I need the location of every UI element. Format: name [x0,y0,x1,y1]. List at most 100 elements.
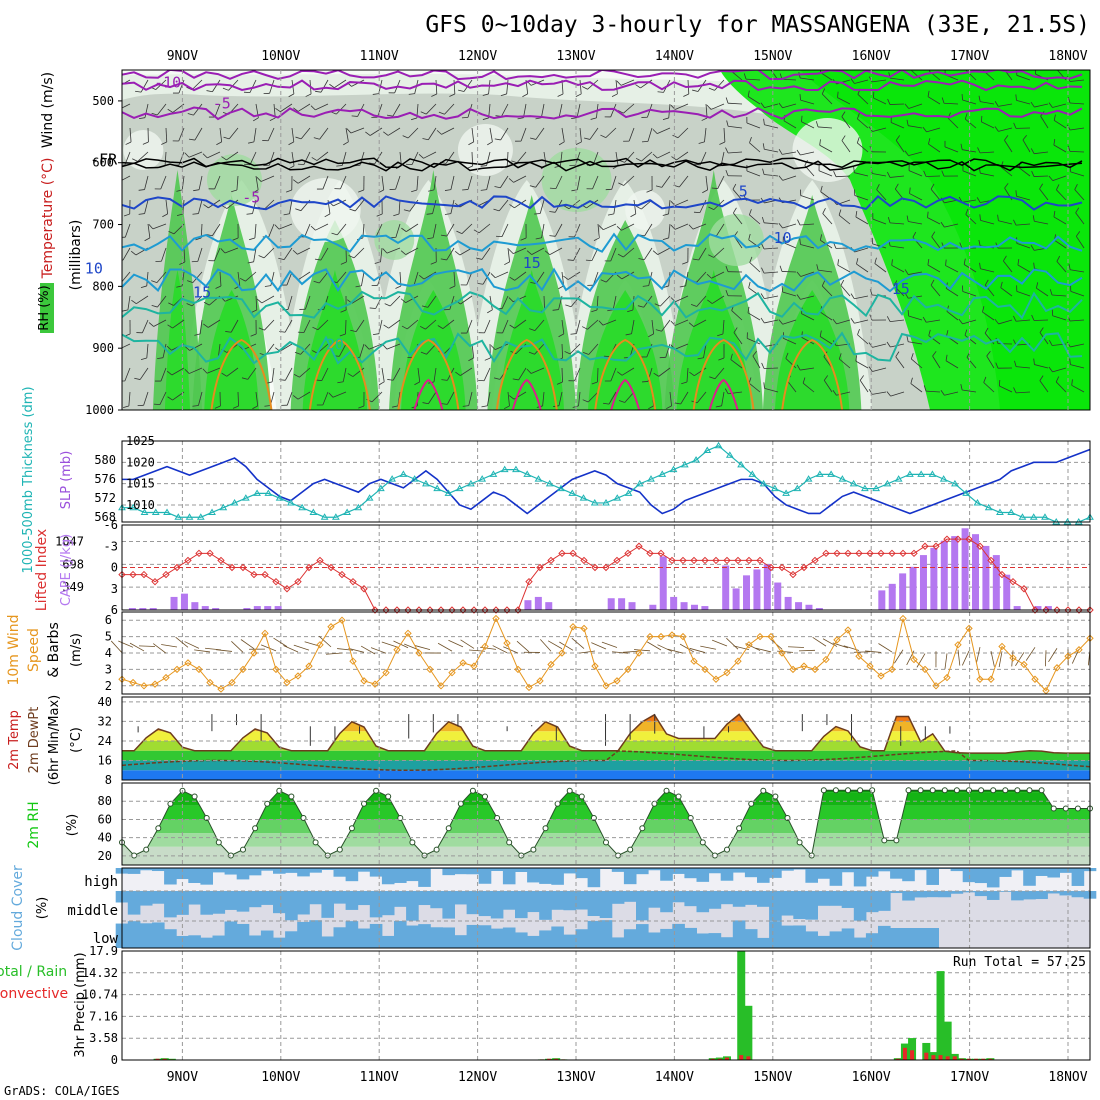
wind-barb [430,261,437,265]
wind-barb [283,645,299,653]
wind-barb [855,216,869,225]
wind-barb [369,307,376,309]
li-point [624,549,632,558]
wind-point [162,673,170,682]
wind-barb [1074,189,1085,201]
wind-barb [800,223,815,226]
cape-bar [919,555,927,610]
wind-barb [802,382,815,393]
wind-barb [389,295,401,307]
wind-barb [549,211,556,213]
cape-bar [545,602,553,610]
wind-barb [873,97,887,105]
wind-barb [859,380,869,393]
wind-barb [725,170,729,176]
wind-barb [183,247,186,262]
rh-shading [113,70,1090,410]
cloud-middle-bar [648,891,661,908]
wind-barb [278,257,285,260]
wind-point [910,655,918,664]
wind-barb [998,319,1013,325]
wind-barb [1036,282,1039,289]
wind-barb [176,285,183,288]
wind-barb [796,149,801,156]
wind-barb [1034,220,1049,225]
wind-barb [725,265,729,272]
thickness-point [861,484,869,492]
wind-barb [456,230,463,235]
cloud-low-bar [841,928,855,948]
cloud-middle-bar [672,891,685,903]
wind-barb [964,118,977,129]
wind-barb [249,79,257,93]
wind-barb [228,79,239,91]
date-label-top: 10NOV [261,49,300,64]
wind-barb [593,237,600,241]
wind-barb [747,90,750,97]
cloud-middle-bar [708,891,722,909]
wind-barb [256,298,263,304]
wind-barb [782,175,797,181]
li-point [316,556,324,565]
li-point [294,577,302,586]
wind-barb [1053,114,1056,121]
wind-barb [392,103,401,117]
wind-barb [113,179,118,183]
cape-bar [139,608,147,610]
wind-barb [930,279,935,286]
wind-barb [1052,294,1067,297]
wind-barb [526,368,532,374]
wind-barb [800,367,815,371]
wind-barb [597,367,599,383]
wind-barb [666,405,672,410]
wind-barb [941,170,945,177]
precip-total-bar [922,1042,931,1060]
isotherm-25 [397,338,460,410]
cloud-high-bar [188,868,201,883]
wind-barb [804,159,808,166]
pressure-tick-label: 700 [92,218,114,232]
wind-barb [1052,103,1067,108]
wind-barb [528,351,535,355]
cloud-middle-bar [224,891,238,910]
cloud-low-bar [696,933,710,948]
thickness-point [770,484,779,492]
wind-barb [267,127,275,141]
wind-barb [856,263,869,273]
wind-barb [657,247,671,255]
wind-point [767,632,775,641]
rh-tick-label: 60 [98,812,112,826]
wind-barb [927,96,941,105]
cloud-middle-label: middle [67,903,118,919]
wind-barb [207,151,221,159]
wind-barb [250,333,257,337]
thickness-point [286,498,295,506]
cape-bar [888,583,896,610]
wind-barb [1033,262,1035,269]
wind-barb [449,285,456,289]
wind-barb [411,151,419,165]
wind-barb [320,79,329,93]
axis-label-millibars: (millibars) [68,220,84,291]
cloud-low-bar [321,936,334,948]
wind-barb [840,285,851,297]
cloud-high-bar [599,868,613,870]
wind-barb [674,103,689,110]
wind-tick-label: 3 [105,662,112,676]
date-label-bottom: 14NOV [655,1070,694,1085]
wind-barb [778,319,783,325]
wind-barb [555,223,563,237]
wind-barb [945,259,947,266]
thickness-point [478,475,487,482]
wind-barb [725,289,729,296]
thickness-point [759,479,768,487]
wind-barb [420,111,427,115]
cloud-low-bar [757,937,770,948]
wind-barb [322,175,329,190]
wind-barb [962,319,977,325]
wind-barb [836,319,851,325]
wind-point [217,685,225,693]
wind-barb [132,158,138,162]
li-point [371,606,379,614]
wind-barb [471,343,475,358]
